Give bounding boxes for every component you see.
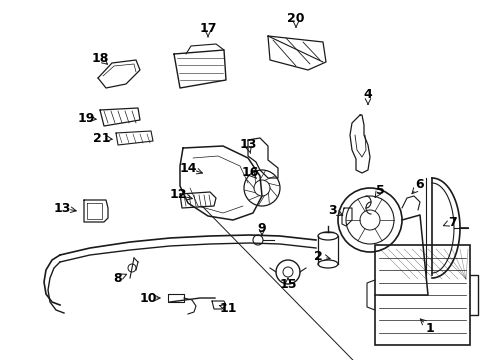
Text: 12: 12 [169, 189, 187, 202]
Text: 13: 13 [239, 139, 257, 152]
Text: 19: 19 [77, 112, 95, 125]
Text: 10: 10 [139, 292, 157, 305]
Text: 6: 6 [416, 179, 424, 192]
Text: 2: 2 [314, 249, 322, 262]
Text: 1: 1 [426, 321, 434, 334]
Text: 17: 17 [199, 22, 217, 35]
Text: 5: 5 [376, 184, 384, 197]
Text: 20: 20 [287, 12, 305, 24]
Text: 15: 15 [279, 279, 297, 292]
Text: 16: 16 [241, 166, 259, 179]
Text: 8: 8 [114, 271, 122, 284]
Text: 4: 4 [364, 89, 372, 102]
Text: 11: 11 [219, 302, 237, 315]
Bar [375, 245, 470, 345]
Text: 18: 18 [91, 51, 109, 64]
Text: 9: 9 [258, 221, 266, 234]
Text: 3: 3 [328, 203, 336, 216]
Text: 7: 7 [448, 216, 456, 229]
Text: 14: 14 [179, 162, 197, 175]
Text: 21: 21 [93, 131, 111, 144]
Text: 13: 13 [53, 202, 71, 215]
